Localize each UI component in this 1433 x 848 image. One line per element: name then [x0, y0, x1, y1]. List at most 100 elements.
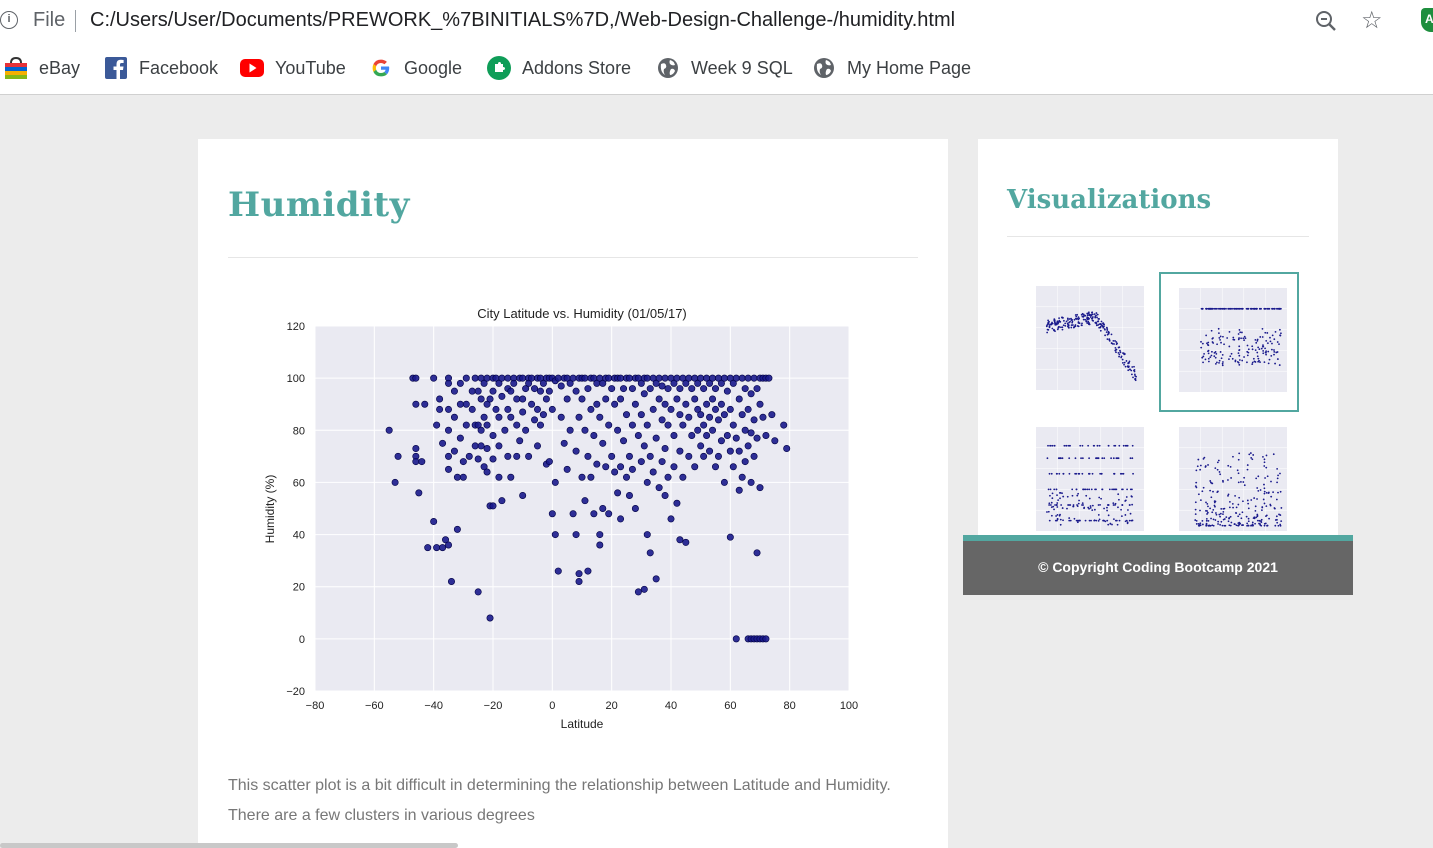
thumbnail-point: [1245, 515, 1248, 518]
thumbnail-point: [1238, 452, 1241, 455]
thumbnail-point: [1263, 465, 1266, 467]
data-point: [640, 390, 648, 398]
thumbnail-point: [1253, 497, 1256, 499]
thumbnail-point: [1276, 521, 1279, 524]
data-point: [447, 577, 455, 585]
bookmark-star-icon[interactable]: ☆: [1361, 6, 1383, 34]
data-point: [489, 455, 497, 463]
data-point: [513, 452, 521, 460]
data-point: [682, 538, 690, 546]
thumbnail-point: [1125, 496, 1128, 498]
thumbnail-point: [1219, 335, 1222, 338]
thumbnail-point: [1275, 498, 1278, 501]
data-point: [655, 374, 663, 382]
data-point: [729, 463, 737, 471]
data-point: [691, 395, 699, 403]
data-point: [563, 395, 571, 403]
data-point: [735, 447, 743, 455]
thumbnail-point: [1237, 458, 1240, 461]
x-axis-label: Latitude: [561, 717, 604, 731]
thumbnail-point: [1256, 498, 1258, 500]
thumbnail-point: [1061, 316, 1064, 319]
thumbnail-cloudiness[interactable]: [1018, 413, 1158, 535]
bookmark-google[interactable]: Google: [369, 56, 462, 80]
thumbnail-point: [1219, 523, 1222, 526]
data-point: [709, 395, 717, 403]
thumbnail-point: [1244, 337, 1247, 340]
thumbnail-point: [1076, 494, 1079, 497]
bookmark-facebook[interactable]: Facebook: [104, 56, 218, 80]
data-point: [545, 387, 553, 395]
thumbnail-point: [1250, 307, 1253, 310]
thumbnail-point: [1209, 489, 1212, 492]
extension-icon[interactable]: A: [1421, 8, 1433, 32]
thumbnail-point: [1247, 348, 1250, 351]
thumbnail-point: [1084, 488, 1087, 491]
bookmark-week9-sql[interactable]: Week 9 SQL: [656, 56, 793, 80]
data-point: [507, 413, 515, 421]
data-point: [617, 395, 625, 403]
thumbnail-point: [1125, 444, 1127, 447]
bookmark-addons-store[interactable]: Addons Store: [487, 56, 631, 80]
zoom-icon[interactable]: [1313, 8, 1339, 34]
thumbnail-point: [1071, 488, 1074, 491]
thumbnail-point: [1113, 444, 1116, 447]
thumbnail-point: [1264, 307, 1266, 310]
data-point: [661, 491, 669, 499]
url-text[interactable]: C:/Users/User/Documents/PREWORK_%7BINITI…: [90, 9, 956, 31]
thumbnail-point: [1270, 480, 1272, 483]
thumbnail-point: [1215, 512, 1217, 514]
data-point: [700, 421, 708, 429]
thumbnail-point: [1058, 514, 1061, 517]
horizontal-scrollbar[interactable]: [0, 843, 458, 848]
bookmark-label: My Home Page: [847, 57, 972, 78]
thumbnail-humidity[interactable]: [1159, 272, 1299, 412]
thumbnail-point: [1059, 497, 1061, 500]
thumbnail-point: [1050, 472, 1053, 475]
data-point: [507, 473, 515, 481]
thumbnail-point: [1265, 350, 1268, 352]
thumbnail-point: [1120, 508, 1122, 511]
thumbnail-point: [1104, 334, 1107, 337]
thumbnail-point: [1274, 330, 1277, 333]
data-point: [528, 374, 536, 382]
thumbnail-point: [1073, 318, 1076, 321]
data-point: [578, 395, 586, 403]
thumbnail-point: [1112, 518, 1115, 520]
thumbnail-point: [1102, 519, 1105, 522]
humidity-thumbnail-image: [1179, 288, 1287, 392]
thumbnail-point: [1114, 488, 1117, 491]
thumbnail-point: [1255, 341, 1258, 344]
thumbnail-point: [1097, 519, 1100, 522]
thumbnail-point: [1067, 324, 1070, 326]
thumbnail-point: [1051, 492, 1054, 495]
thumbnail-point: [1092, 444, 1095, 447]
data-point: [459, 473, 467, 481]
info-icon[interactable]: i: [0, 11, 18, 29]
y-tick-labels: −20 0 20 40 60 80 100 120: [286, 321, 305, 698]
thumbnail-point: [1275, 351, 1278, 354]
thumbnail-point: [1046, 457, 1049, 460]
bookmark-ebay[interactable]: eBay: [4, 56, 80, 80]
bookmark-youtube[interactable]: YouTube: [240, 56, 346, 80]
thumbnail-point: [1279, 334, 1282, 337]
thumbnail-wind-speed[interactable]: [1161, 413, 1301, 535]
thumbnail-point: [1085, 494, 1088, 497]
data-point: [528, 400, 536, 408]
thumbnail-temperature[interactable]: [1018, 272, 1158, 412]
thumbnail-point: [1232, 338, 1235, 341]
bookmark-my-home-page[interactable]: My Home Page: [812, 56, 971, 80]
thumbnail-point: [1057, 499, 1060, 502]
thumbnail-point: [1090, 488, 1093, 491]
thumbnail-point: [1194, 513, 1197, 516]
thumbnail-point: [1070, 317, 1072, 320]
data-point: [726, 405, 734, 413]
thumbnail-point: [1047, 328, 1050, 331]
thumbnail-point: [1240, 517, 1243, 520]
data-point: [477, 426, 485, 434]
data-point: [732, 434, 740, 442]
thumbnail-point: [1056, 502, 1059, 504]
data-point: [634, 432, 642, 440]
thumbnail-point: [1268, 307, 1270, 310]
thumbnail-point: [1199, 499, 1202, 502]
